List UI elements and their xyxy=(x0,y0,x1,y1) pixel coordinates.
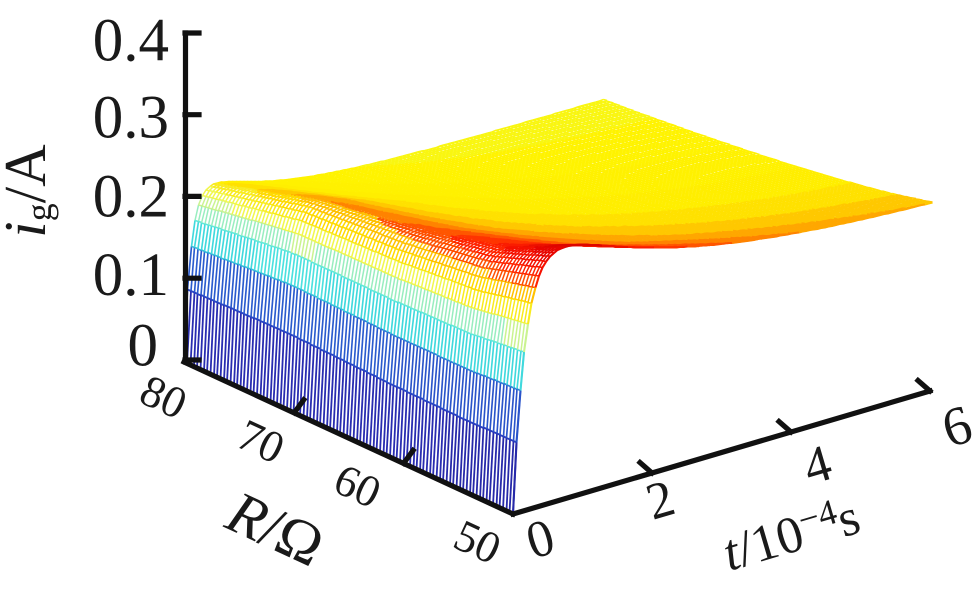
svg-text:0.1: 0.1 xyxy=(93,242,169,309)
svg-text:ig/A: ig/A xyxy=(0,144,59,238)
svg-text:0.3: 0.3 xyxy=(93,85,169,152)
svg-text:0: 0 xyxy=(128,313,159,380)
svg-text:0.2: 0.2 xyxy=(93,164,169,231)
svg-text:0.4: 0.4 xyxy=(93,8,169,75)
